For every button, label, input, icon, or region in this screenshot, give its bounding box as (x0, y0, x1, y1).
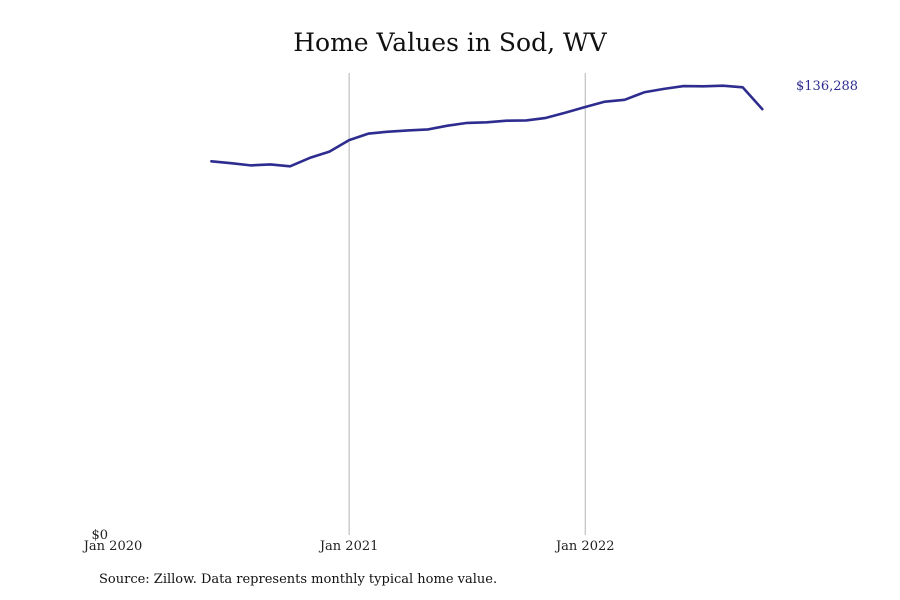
end-label-group: $136,288 (796, 79, 858, 94)
end-value-label: $136,288 (796, 79, 858, 94)
x-tick-labels: Jan 2020 Jan 2021 Jan 2022 (82, 539, 615, 554)
chart-title: Home Values in Sod, WV (293, 28, 607, 57)
series-group (210, 84, 764, 168)
x-tick-label: Jan 2020 (82, 539, 143, 554)
y-tick-label: $0 (91, 528, 108, 543)
gridlines-group (348, 73, 586, 535)
y-tick-labels: $0 (91, 528, 108, 543)
x-tick-label: Jan 2022 (554, 539, 615, 554)
source-note: Source: Zillow. Data represents monthly … (99, 572, 498, 587)
series-line (210, 84, 764, 168)
x-tick-label: Jan 2021 (318, 539, 379, 554)
